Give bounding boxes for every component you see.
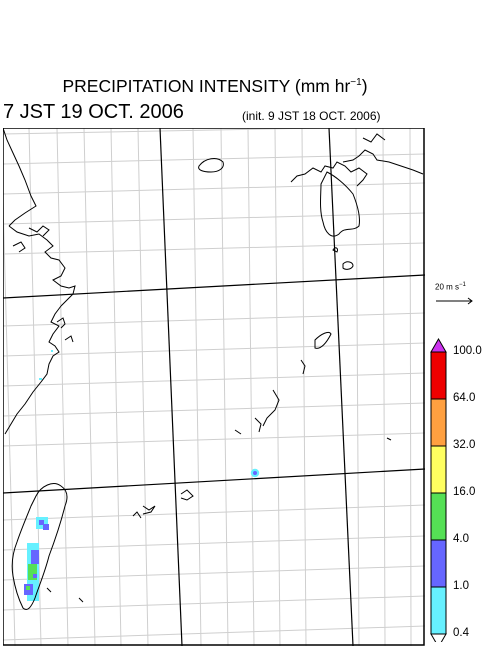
coastlines (3, 128, 424, 611)
colorbar-segment (430, 398, 447, 447)
colorbar-tick-label: 16.0 (453, 486, 476, 498)
colorbar-segment (430, 351, 447, 400)
colorbar-segment (430, 445, 447, 494)
colorbar-under-triangle (430, 633, 447, 642)
precipitation-map (3, 128, 425, 646)
map-frame (3, 128, 425, 646)
vector-arrow-icon (436, 297, 473, 305)
colorbar-tick-label: 4.0 (453, 533, 469, 545)
colorbar-segment (430, 586, 447, 635)
map-title: PRECIPITATION INTENSITY (mm hr−1) (62, 76, 368, 96)
precipitation-cells (24, 350, 260, 601)
colorbar-tick-label: 32.0 (453, 439, 476, 451)
init-time: (init. 9 JST 18 OCT. 2006) (242, 109, 381, 123)
colorbar (430, 338, 447, 642)
colorbar-tick-label: 1.0 (453, 580, 469, 592)
colorbar-tick-label: 100.0 (453, 345, 482, 357)
valid-time: 7 JST 19 OCT. 2006 (3, 101, 184, 123)
vector-scale-legend: 20 m s−1 (435, 282, 475, 310)
colorbar-over-triangle (430, 338, 447, 353)
colorbar-segment (430, 492, 447, 541)
grid-lines (3, 128, 425, 646)
colorbar-segment (430, 539, 447, 588)
colorbar-tick-label: 0.4 (453, 627, 469, 639)
colorbar-tick-label: 64.0 (453, 392, 476, 404)
